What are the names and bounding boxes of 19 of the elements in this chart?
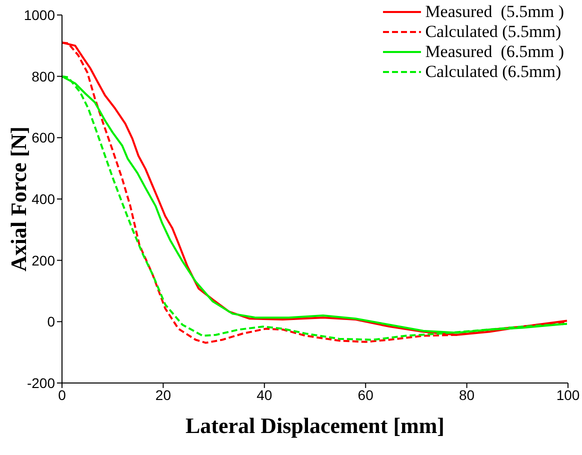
x-tick-label: 80	[459, 386, 475, 403]
x-tick-label: 100	[556, 386, 580, 403]
y-tick-label: 800	[32, 68, 56, 84]
legend-label: Calculated (6.5mm)	[425, 62, 562, 82]
y-tick-label: 200	[32, 252, 56, 268]
x-tick-label: 40	[256, 386, 272, 403]
y-tick-label: -200	[26, 374, 56, 391]
y-tick-label: 1000	[24, 6, 56, 23]
x-axis-title: Lateral Displacement [mm]	[185, 413, 445, 438]
x-tick-label: 20	[155, 386, 172, 403]
y-tick-label: 600	[32, 130, 56, 146]
y-tick-label: 0	[47, 314, 56, 330]
legend-label: Calculated (5.5mm)	[425, 22, 562, 42]
y-axis-title: Axial Force [N]	[6, 126, 31, 272]
legend-label: Measured (6.5mm )	[425, 42, 564, 62]
legend-label: Measured (5.5mm )	[425, 2, 564, 22]
x-tick-label: 60	[358, 386, 374, 403]
x-tick-label: 0	[58, 386, 66, 403]
y-tick-label: 400	[32, 190, 56, 207]
